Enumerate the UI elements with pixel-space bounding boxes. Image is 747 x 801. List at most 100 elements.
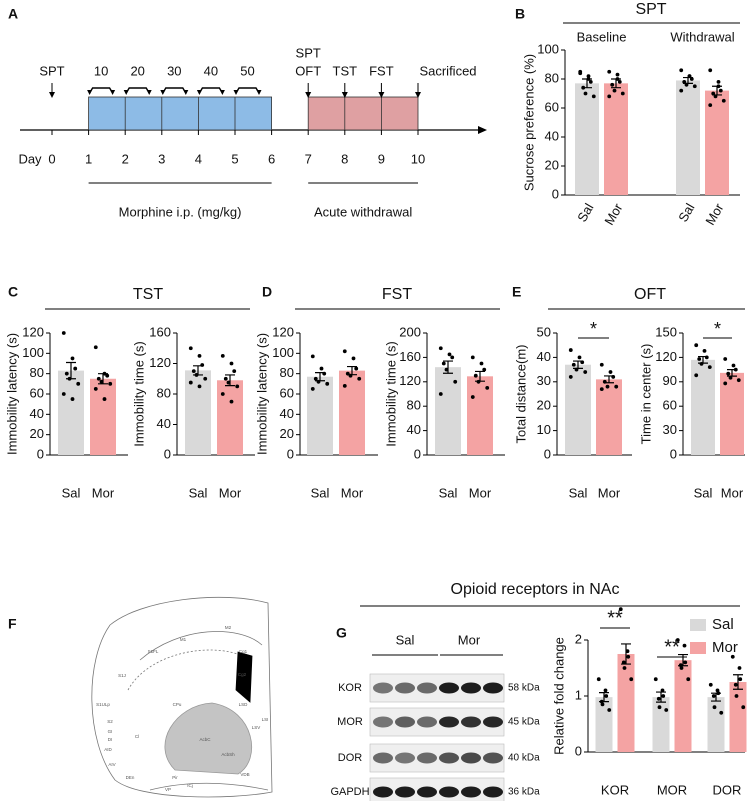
error-bar xyxy=(66,361,76,380)
y-tick-label: 120 xyxy=(655,349,677,364)
data-point xyxy=(656,696,661,701)
event-arrow-head xyxy=(49,92,55,98)
panel-label: D xyxy=(262,284,272,300)
y-tick-label: 20 xyxy=(537,398,551,413)
y-tick-label: 20 xyxy=(545,157,559,172)
data-point xyxy=(61,331,66,335)
data-point xyxy=(653,677,658,682)
data-point xyxy=(708,68,713,73)
bar xyxy=(575,83,599,195)
blot-band xyxy=(483,716,503,728)
data-point xyxy=(708,682,713,687)
data-point xyxy=(679,666,684,670)
significance-label: * xyxy=(714,319,721,339)
y-tick-label: 90 xyxy=(663,373,677,388)
day-number: 6 xyxy=(268,151,275,166)
blot-band xyxy=(395,752,415,764)
dose-label: 40 xyxy=(204,63,218,78)
y-tick-label: 10 xyxy=(537,422,551,437)
atlas-label: M1 xyxy=(180,637,187,642)
data-point xyxy=(737,666,742,670)
data-point xyxy=(568,375,573,379)
blot-band xyxy=(461,682,481,694)
data-point xyxy=(736,378,741,383)
data-point xyxy=(723,381,728,386)
data-point xyxy=(473,373,478,378)
data-point xyxy=(357,376,362,381)
event-arrow-head xyxy=(415,92,421,98)
data-point xyxy=(712,705,717,710)
data-point xyxy=(596,677,601,682)
data-point xyxy=(607,708,612,712)
y-tick-label: 100 xyxy=(272,345,294,360)
y-tick-label: 120 xyxy=(22,324,44,339)
y-axis-label: Total distance(m) xyxy=(513,345,528,444)
y-tick-label: 0 xyxy=(670,446,677,461)
atlas-label: M2 xyxy=(225,625,232,630)
data-point xyxy=(718,88,723,93)
bar xyxy=(676,80,700,195)
y-axis-label: Immobility time (s) xyxy=(131,341,146,446)
legend-swatch xyxy=(690,642,706,654)
bar xyxy=(565,364,591,455)
data-point xyxy=(721,98,726,103)
atlas-label: CPu xyxy=(173,702,182,707)
data-point xyxy=(447,352,452,357)
bar xyxy=(720,372,744,455)
injection-tip xyxy=(233,90,262,95)
error-bar xyxy=(727,369,737,377)
data-point xyxy=(578,69,583,74)
bar xyxy=(604,83,628,195)
data-point xyxy=(229,361,234,366)
data-point xyxy=(438,392,443,396)
data-point xyxy=(622,666,627,670)
data-point xyxy=(682,643,687,648)
y-tick-label: 120 xyxy=(149,355,171,370)
day-number: 10 xyxy=(411,151,425,166)
data-point xyxy=(591,94,596,99)
x-tick-label: Sal xyxy=(439,485,458,500)
significance-label: * xyxy=(590,319,597,339)
data-point xyxy=(615,72,620,77)
blot-band xyxy=(461,716,481,728)
error-bar xyxy=(573,360,583,369)
day-number: 0 xyxy=(48,151,55,166)
x-tick-label: KOR xyxy=(601,782,629,797)
blot-band xyxy=(461,786,481,798)
group-label: Withdrawal xyxy=(670,29,734,44)
error-bar xyxy=(582,78,592,89)
atlas-label: DEn xyxy=(126,775,135,780)
bar xyxy=(705,90,729,195)
error-bar xyxy=(599,692,609,703)
data-point xyxy=(232,369,237,374)
error-bar xyxy=(604,375,614,384)
data-point xyxy=(694,343,699,348)
bar xyxy=(652,697,670,752)
panel-title: FST xyxy=(382,286,412,303)
atlas-label: Cg1 xyxy=(239,649,248,654)
error-bar xyxy=(475,370,485,382)
data-point xyxy=(64,371,69,376)
y-tick-label: 0 xyxy=(287,446,294,461)
injection-tip xyxy=(196,90,225,95)
data-point xyxy=(626,654,631,659)
panel-label: E xyxy=(512,284,521,300)
blot-band xyxy=(373,682,393,694)
bar xyxy=(691,359,715,455)
x-tick-label: Mor xyxy=(601,200,626,227)
data-point xyxy=(660,688,665,693)
error-bar xyxy=(698,355,708,364)
dose-label: 50 xyxy=(240,63,254,78)
data-point xyxy=(450,355,455,360)
bar xyxy=(90,378,116,455)
y-tick-label: 80 xyxy=(157,385,171,400)
data-point xyxy=(470,355,475,360)
data-point xyxy=(235,384,240,389)
data-point xyxy=(577,355,582,360)
y-tick-label: 60 xyxy=(280,385,294,400)
dose-label: 20 xyxy=(130,63,144,78)
atlas-label: AIV xyxy=(108,762,115,767)
data-point xyxy=(485,386,490,390)
injection-mark xyxy=(235,87,260,94)
